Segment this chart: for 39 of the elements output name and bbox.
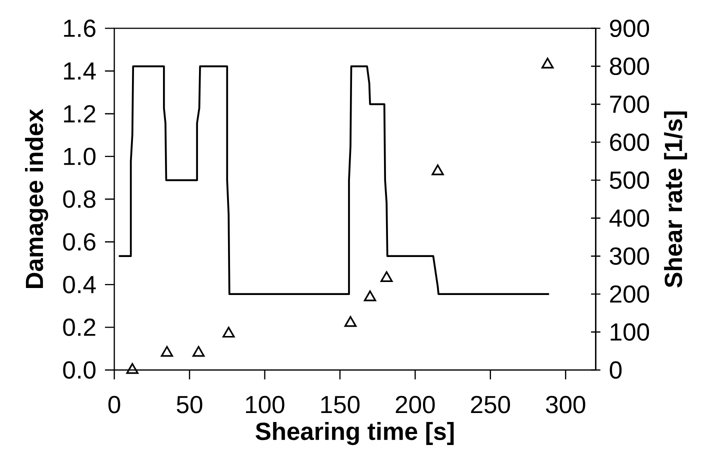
y2-tick-label: 300 [610,247,650,265]
y-tick-label: 1.0 [64,148,96,166]
point [344,316,357,327]
y2-axis-title: Shear rate [1/s] [664,111,688,288]
y-tick-label: 0.0 [63,361,96,379]
y2-tick-label: 500 [610,171,650,189]
x-tick-label: 150 [321,396,360,414]
x-tick-label: 200 [396,396,435,414]
y2-tick-label: 800 [610,58,650,76]
y-tick-label: 0.4 [63,276,96,294]
y-tick-label: 0.8 [63,190,96,208]
y-tick-label: 0.2 [63,318,96,336]
x-axis-title: Shearing time [s] [256,422,454,446]
x-tick-label: 50 [176,396,202,414]
y-tick-label: 1.2 [64,105,96,122]
point [126,363,138,374]
y2-tick-label: 600 [610,133,650,151]
x-tick-label: 300 [546,396,586,414]
x-tick-label: 100 [246,396,284,414]
y2-tick-label: 200 [610,285,650,303]
point [192,346,205,357]
point [364,290,376,302]
y-axis-title: Damagee index [25,108,48,288]
y-tick-label: 0.6 [63,233,96,251]
x-tick-label: 250 [471,396,510,414]
point [160,346,174,357]
y-tick-label: 1.6 [64,20,96,38]
line-series [118,65,550,295]
point [222,326,235,338]
point [541,58,554,68]
y2-tick-label: 100 [610,323,650,341]
y-tick-label: 1.4 [64,62,96,80]
y2-tick-label: 700 [610,95,650,113]
y2-tick-label: 0 [610,361,622,379]
point [432,164,444,176]
y2-tick-label: 900 [610,20,650,38]
y2-tick-label: 400 [609,209,650,227]
point [380,271,393,282]
x-tick-label: 0 [108,396,120,414]
